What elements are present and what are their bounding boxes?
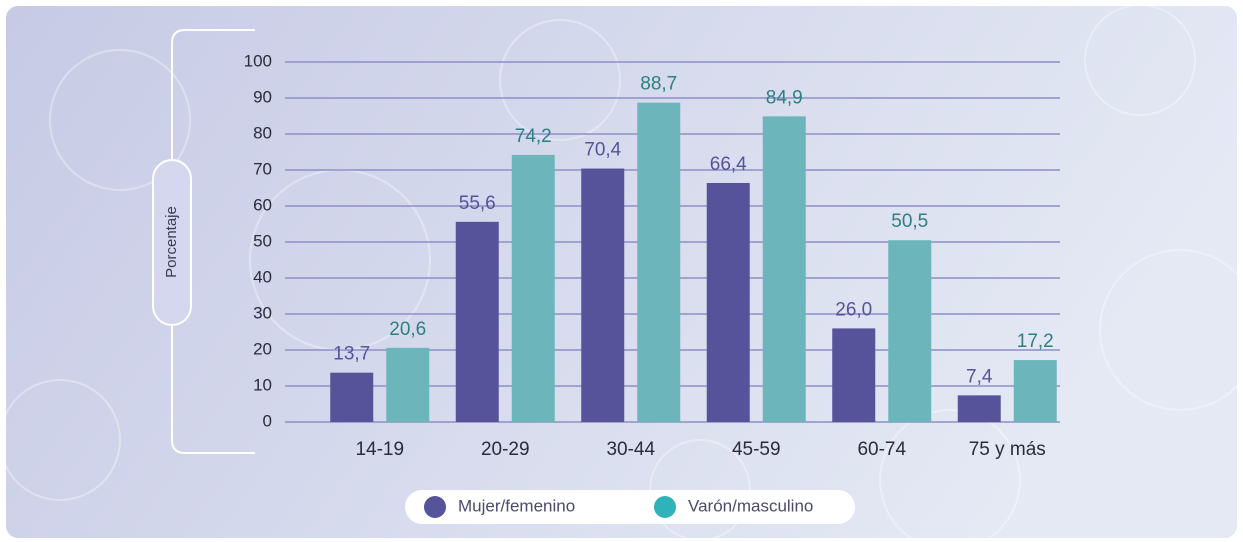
value-label: 84,9	[766, 87, 803, 108]
x-tick-label: 60-74	[857, 439, 906, 460]
legend-label: Varón/masculino	[688, 496, 813, 515]
legend-label: Mujer/femenino	[458, 496, 575, 515]
page: {"chart_data": {"type": "bar", "y_label"…	[0, 0, 1243, 542]
x-tick-label: 45-59	[732, 439, 781, 460]
bar	[637, 103, 680, 422]
y-tick-label: 40	[253, 267, 272, 286]
legend-swatch	[654, 496, 676, 518]
x-tick-label: 75 y más	[969, 439, 1046, 460]
y-tick-label: 20	[253, 339, 272, 358]
bar	[330, 373, 373, 422]
y-tick-label: 80	[253, 123, 272, 142]
y-tick-label: 60	[253, 195, 272, 214]
value-label: 17,2	[1017, 331, 1054, 352]
value-label: 74,2	[515, 126, 552, 147]
y-tick-label: 50	[253, 231, 272, 250]
bar	[581, 169, 624, 422]
x-tick-label: 30-44	[606, 439, 655, 460]
x-tick-label: 14-19	[355, 439, 404, 460]
y-tick-label: 10	[253, 375, 272, 394]
bar	[958, 395, 1001, 422]
y-tick-label: 30	[253, 303, 272, 322]
value-label: 88,7	[640, 74, 677, 95]
y-tick-label: 90	[253, 87, 272, 106]
value-label: 70,4	[584, 140, 621, 161]
y-axis-label: Porcentaje	[163, 206, 180, 278]
bar	[763, 116, 806, 422]
value-label: 55,6	[459, 193, 496, 214]
bar	[456, 222, 499, 422]
bar	[888, 240, 931, 422]
x-tick-label: 20-29	[481, 439, 530, 460]
bar	[832, 328, 875, 422]
value-label: 26,0	[835, 299, 872, 320]
bar	[512, 155, 555, 422]
bar	[386, 348, 429, 422]
chart: Porcentaje 0 10 20 30 40 50 60 70 80 90 100 14-19 13…	[0, 0, 1243, 542]
legend-swatch	[424, 496, 446, 518]
value-label: 50,5	[891, 211, 928, 232]
y-tick-label: 70	[253, 159, 272, 178]
value-label: 7,4	[966, 366, 993, 387]
bar	[1014, 360, 1057, 422]
value-label: 20,6	[389, 319, 426, 340]
bar	[707, 183, 750, 422]
value-label: 66,4	[710, 154, 747, 175]
y-tick-label: 0	[263, 411, 272, 430]
value-label: 13,7	[333, 344, 370, 365]
y-tick-label: 100	[244, 51, 272, 70]
